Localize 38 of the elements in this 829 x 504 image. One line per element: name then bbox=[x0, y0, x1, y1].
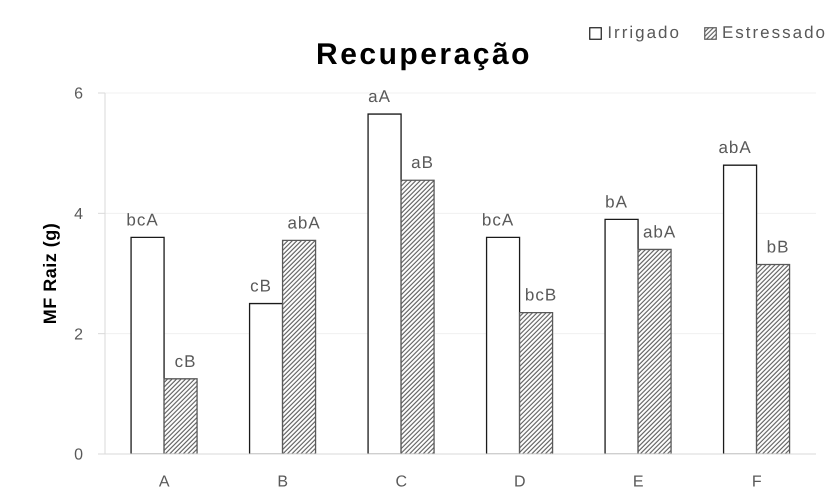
x-tick-label: B bbox=[277, 473, 288, 490]
bar bbox=[518, 312, 554, 454]
legend-label: Irrigado bbox=[607, 23, 681, 43]
data-label: bA bbox=[605, 192, 628, 212]
bar bbox=[604, 218, 639, 454]
chart-title: Recuperação bbox=[316, 38, 532, 71]
y-tick-label: 6 bbox=[74, 86, 84, 103]
x-tick-label: F bbox=[752, 473, 762, 490]
data-label: bB bbox=[766, 237, 790, 256]
data-label: abA bbox=[642, 222, 676, 242]
bar bbox=[400, 180, 435, 454]
data-label: bcA bbox=[126, 210, 159, 230]
data-label: aB bbox=[411, 153, 434, 172]
bar bbox=[282, 240, 316, 454]
y-tick-label: 2 bbox=[74, 326, 84, 344]
legend-label: Estressado bbox=[722, 23, 827, 43]
data-label: bcB bbox=[524, 286, 558, 305]
data-label: aA bbox=[368, 87, 391, 106]
y-axis-title: MF Raiz (g) bbox=[40, 222, 60, 324]
bar bbox=[367, 113, 402, 454]
data-label: cB bbox=[174, 352, 196, 371]
x-tick-label: A bbox=[158, 473, 170, 490]
bar bbox=[722, 164, 758, 454]
x-tick-label: D bbox=[514, 473, 526, 490]
y-tick-label: 4 bbox=[74, 206, 84, 224]
bar bbox=[486, 236, 520, 454]
bar bbox=[756, 264, 790, 454]
data-label: abA bbox=[287, 213, 321, 232]
bar bbox=[163, 378, 198, 454]
bar bbox=[248, 302, 284, 454]
data-label: abA bbox=[718, 138, 752, 158]
bar bbox=[130, 236, 165, 454]
x-tick-label: C bbox=[395, 473, 408, 490]
y-tick-label: 0 bbox=[74, 446, 84, 464]
data-label: cB bbox=[250, 276, 272, 296]
data-label: bcA bbox=[482, 210, 514, 230]
x-tick-label: E bbox=[632, 473, 644, 490]
bar bbox=[637, 248, 672, 454]
